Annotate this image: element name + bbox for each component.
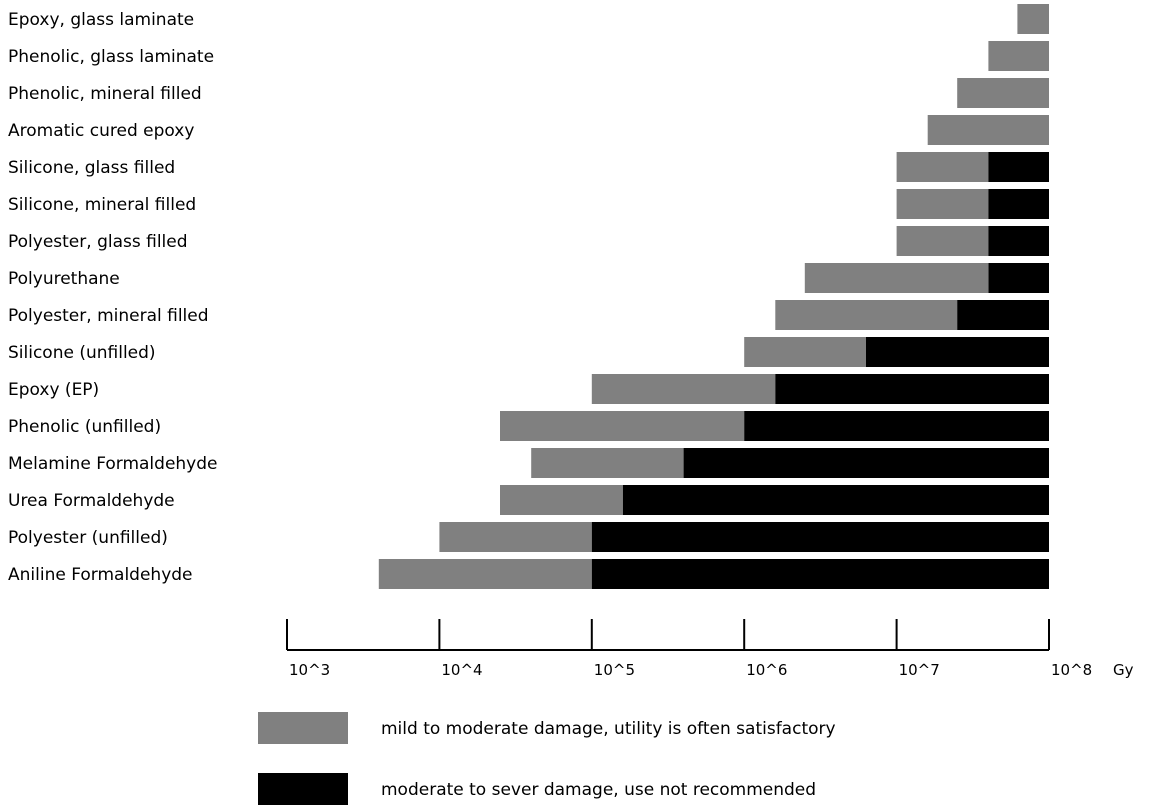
category-label-silicone-glass-filled: Silicone, glass filled	[8, 158, 175, 178]
mild-bar-phenolic-unfilled	[500, 411, 745, 441]
legend-label-severe: moderate to sever damage, use not recomm…	[381, 780, 816, 800]
severe-bar-polyester-unfilled	[591, 522, 1049, 552]
x-tick-label: 10^6	[746, 661, 787, 679]
x-tick-label: 10^7	[899, 661, 940, 679]
legend-label-mild: mild to moderate damage, utility is ofte…	[381, 719, 836, 739]
severe-bar-silicone-mineral-filled	[988, 189, 1049, 219]
x-axis-ticks: 10^3 10^4 10^5 10^6 10^7 10^8	[286, 619, 1092, 679]
severe-bar-phenolic-unfilled	[744, 411, 1049, 441]
severe-bar-silicone-glass-filled	[988, 152, 1049, 182]
severe-bar-polyester-mineral-filled	[957, 300, 1049, 330]
x-tick-label: 10^5	[594, 661, 635, 679]
mild-bar-urea-formaldehyde	[500, 485, 623, 515]
category-label-melamine-formaldehyde: Melamine Formaldehyde	[8, 454, 218, 474]
legend: mild to moderate damage, utility is ofte…	[258, 712, 836, 805]
severe-bar-epoxy-ep	[775, 374, 1049, 404]
mild-bar-polyester-glass-filled	[896, 226, 989, 256]
mild-bar-melamine-formaldehyde	[531, 448, 684, 478]
category-label-epoxy-ep: Epoxy (EP)	[8, 380, 99, 400]
mild-bar-silicone-unfilled	[744, 337, 866, 367]
category-labels: Epoxy, glass laminate Phenolic, glass lam…	[8, 10, 218, 585]
mild-bar-silicone-mineral-filled	[896, 189, 989, 219]
x-tick-label: 10^4	[441, 661, 482, 679]
severe-bar-aniline-formaldehyde	[591, 559, 1049, 589]
mild-bar-aromatic-cured-epoxy	[927, 115, 1049, 145]
category-label-epoxy-glass-laminate: Epoxy, glass laminate	[8, 10, 194, 30]
severe-bar-silicone-unfilled	[866, 337, 1049, 367]
x-tick-label: 10^8	[1051, 661, 1092, 679]
category-label-phenolic-glass-laminate: Phenolic, glass laminate	[8, 47, 214, 67]
x-axis-unit-label: Gy	[1113, 661, 1134, 679]
mild-bar-polyester-mineral-filled	[775, 300, 958, 330]
severe-damage-bars	[591, 152, 1049, 589]
category-label-polyester-mineral-filled: Polyester, mineral filled	[8, 306, 209, 326]
category-label-aromatic-cured-epoxy: Aromatic cured epoxy	[8, 121, 194, 141]
legend-swatch-mild	[258, 712, 348, 744]
category-label-polyester-glass-filled: Polyester, glass filled	[8, 232, 188, 252]
severe-bar-polyester-glass-filled	[988, 226, 1049, 256]
severe-bar-melamine-formaldehyde	[683, 448, 1049, 478]
mild-bar-phenolic-glass-laminate	[988, 41, 1049, 71]
legend-swatch-severe	[258, 773, 348, 805]
category-label-polyester-unfilled: Polyester (unfilled)	[8, 528, 168, 548]
severe-bar-polyurethane	[988, 263, 1049, 293]
category-label-urea-formaldehyde: Urea Formaldehyde	[8, 491, 175, 511]
category-label-silicone-unfilled: Silicone (unfilled)	[8, 343, 156, 363]
severe-bar-urea-formaldehyde	[622, 485, 1049, 515]
mild-bar-epoxy-glass-laminate	[1017, 4, 1049, 34]
mild-bar-aniline-formaldehyde	[378, 559, 592, 589]
category-label-silicone-mineral-filled: Silicone, mineral filled	[8, 195, 196, 215]
category-label-phenolic-mineral-filled: Phenolic, mineral filled	[8, 84, 202, 104]
mild-bar-polyester-unfilled	[439, 522, 592, 552]
mild-bar-silicone-glass-filled	[896, 152, 989, 182]
mild-bar-epoxy-ep	[591, 374, 776, 404]
mild-bar-phenolic-mineral-filled	[957, 78, 1049, 108]
mild-damage-bars	[378, 4, 1049, 589]
x-tick-label: 10^3	[289, 661, 330, 679]
category-label-polyurethane: Polyurethane	[8, 269, 120, 289]
category-label-aniline-formaldehyde: Aniline Formaldehyde	[8, 565, 193, 585]
category-label-phenolic-unfilled: Phenolic (unfilled)	[8, 417, 161, 437]
mild-bar-polyurethane	[804, 263, 989, 293]
